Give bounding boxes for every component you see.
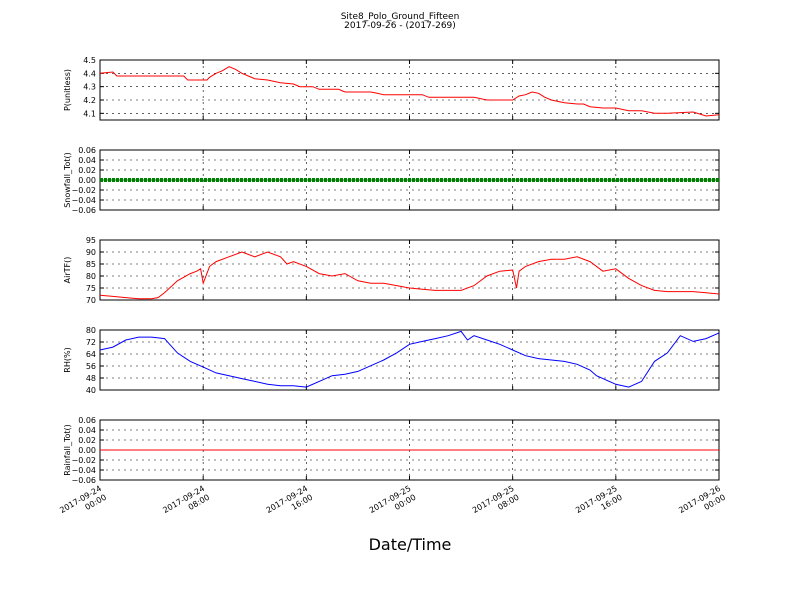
y-tick-label: 85 bbox=[86, 260, 96, 269]
y-axis-label: P(unitless) bbox=[63, 69, 72, 111]
y-axis-label: Snowfall_Tot() bbox=[63, 152, 72, 208]
y-tick-label: 48 bbox=[86, 374, 96, 383]
y-axis-label: Rainfall_Tot() bbox=[63, 424, 72, 476]
y-tick-label: 0.04 bbox=[78, 426, 96, 435]
y-tick-label: 64 bbox=[86, 350, 96, 359]
x-tick-label: 2017-09-2400:00 bbox=[58, 484, 108, 524]
y-tick-label: −0.04 bbox=[71, 466, 96, 475]
y-tick-label: 0.06 bbox=[78, 416, 96, 425]
y-tick-label: 40 bbox=[86, 386, 96, 395]
subplot-3: 40 48 56 64 72 80 RH(%) bbox=[63, 326, 720, 395]
y-tick-label: 0.00 bbox=[78, 446, 96, 455]
y-tick-label: −0.06 bbox=[71, 206, 96, 215]
chart-title: Site8_Polo_Ground_Fifteen bbox=[340, 12, 460, 22]
chart-subtitle: 2017-09-26 - (2017-269) bbox=[344, 21, 456, 31]
y-tick-label: 70 bbox=[86, 296, 96, 305]
y-tick-label: 4.3 bbox=[83, 83, 96, 92]
x-tick-label: 2017-09-2516:00 bbox=[574, 484, 624, 524]
y-tick-label: −0.04 bbox=[71, 196, 96, 205]
subplot-4: −0.06−0.04−0.020.000.020.040.06 Rainfall_… bbox=[63, 416, 720, 485]
y-tick-label: 0.00 bbox=[78, 176, 96, 185]
x-tick-label: 2017-09-2508:00 bbox=[471, 484, 521, 524]
series-line-0 bbox=[99, 330, 720, 388]
x-tick-label: 2017-09-2500:00 bbox=[368, 484, 418, 524]
y-tick-label: 4.5 bbox=[83, 56, 96, 65]
y-tick-label: 4.4 bbox=[83, 69, 96, 78]
y-tick-label: 0.02 bbox=[78, 166, 96, 175]
subplot-0: 4.1 4.2 4.3 4.4 4.5 P(unitless) bbox=[63, 56, 720, 121]
y-tick-label: 80 bbox=[86, 326, 96, 335]
y-tick-label: 80 bbox=[86, 272, 96, 281]
y-tick-label: 4.2 bbox=[83, 96, 96, 105]
y-tick-label: 75 bbox=[86, 284, 96, 293]
y-axis-label: RH(%) bbox=[63, 347, 72, 372]
y-tick-label: 4.1 bbox=[83, 109, 96, 118]
y-tick-label: 0.04 bbox=[78, 156, 96, 165]
y-tick-label: 0.06 bbox=[78, 146, 96, 155]
y-tick-label: −0.02 bbox=[71, 186, 96, 195]
y-tick-label: 0.02 bbox=[78, 436, 96, 445]
x-axis-label: Date/Time bbox=[369, 535, 452, 554]
y-tick-label: −0.02 bbox=[71, 456, 96, 465]
x-tick-label: 2017-09-2416:00 bbox=[265, 484, 315, 524]
series-line-0 bbox=[99, 66, 720, 117]
y-axis-label: AirTF() bbox=[63, 257, 72, 284]
y-tick-label: −0.06 bbox=[71, 476, 96, 485]
x-tick-label: 2017-09-2408:00 bbox=[161, 484, 211, 524]
x-tick-label: 2017-09-2600:00 bbox=[677, 484, 727, 524]
subplot-1: −0.06−0.04−0.020.000.020.040.06 Snowfall_… bbox=[63, 146, 720, 215]
subplot-2: 70 75 80 85 90 95 AirTF() bbox=[63, 236, 720, 305]
series-line-0 bbox=[99, 251, 720, 300]
y-tick-label: 56 bbox=[86, 362, 96, 371]
y-tick-label: 72 bbox=[86, 338, 96, 347]
y-tick-label: 90 bbox=[86, 248, 96, 257]
y-tick-label: 95 bbox=[86, 236, 96, 245]
